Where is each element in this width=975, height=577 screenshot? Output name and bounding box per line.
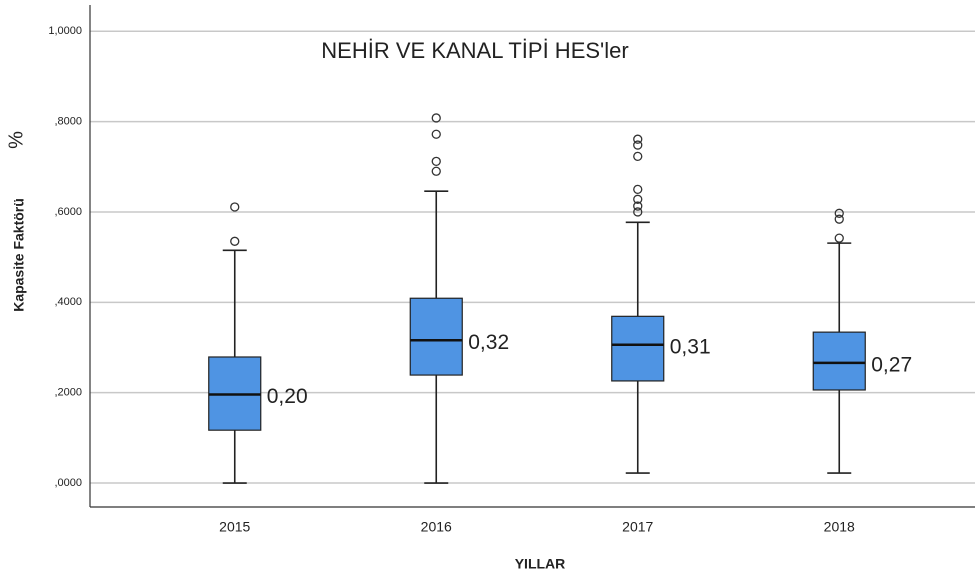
- y-axis-label: Kapasite Faktörü: [11, 198, 27, 312]
- outlier: [431, 156, 441, 166]
- outlier: [834, 214, 844, 224]
- y-tick-label: 1,0000: [48, 25, 82, 37]
- box: [409, 297, 463, 376]
- box: [611, 315, 665, 382]
- outlier: [633, 134, 643, 144]
- y-tick-label: ,6000: [54, 206, 82, 218]
- x-tick-label: 2015: [219, 519, 250, 535]
- outlier: [633, 194, 643, 204]
- chart-title: NEHİR VE KANAL TİPİ HES'ler: [321, 38, 628, 63]
- y-tick-label: ,4000: [54, 296, 82, 308]
- outlier: [633, 201, 643, 211]
- outlier: [230, 202, 240, 212]
- y-tick-label: ,2000: [54, 387, 82, 399]
- outlier: [431, 129, 441, 139]
- outlier: [431, 113, 441, 123]
- outlier: [834, 208, 844, 218]
- outlier: [230, 236, 240, 246]
- x-tick-label: 2018: [824, 519, 855, 535]
- y-tick-label: ,8000: [54, 115, 82, 127]
- outlier: [633, 207, 643, 217]
- median-label: 0,31: [670, 335, 711, 358]
- median-label: 0,20: [267, 385, 308, 408]
- box: [812, 331, 866, 391]
- outlier: [431, 166, 441, 176]
- median-label: 0,32: [468, 331, 509, 354]
- x-tick-label: 2017: [622, 519, 653, 535]
- outlier: [834, 233, 844, 243]
- outlier: [633, 151, 643, 162]
- x-axis-label: YILLAR: [515, 556, 566, 572]
- y-axis-unit: %: [5, 131, 27, 149]
- x-tick-label: 2016: [421, 519, 452, 535]
- outlier: [633, 140, 643, 150]
- outlier: [633, 184, 643, 195]
- median-label: 0,27: [871, 353, 912, 376]
- y-tick-label: ,0000: [54, 477, 82, 489]
